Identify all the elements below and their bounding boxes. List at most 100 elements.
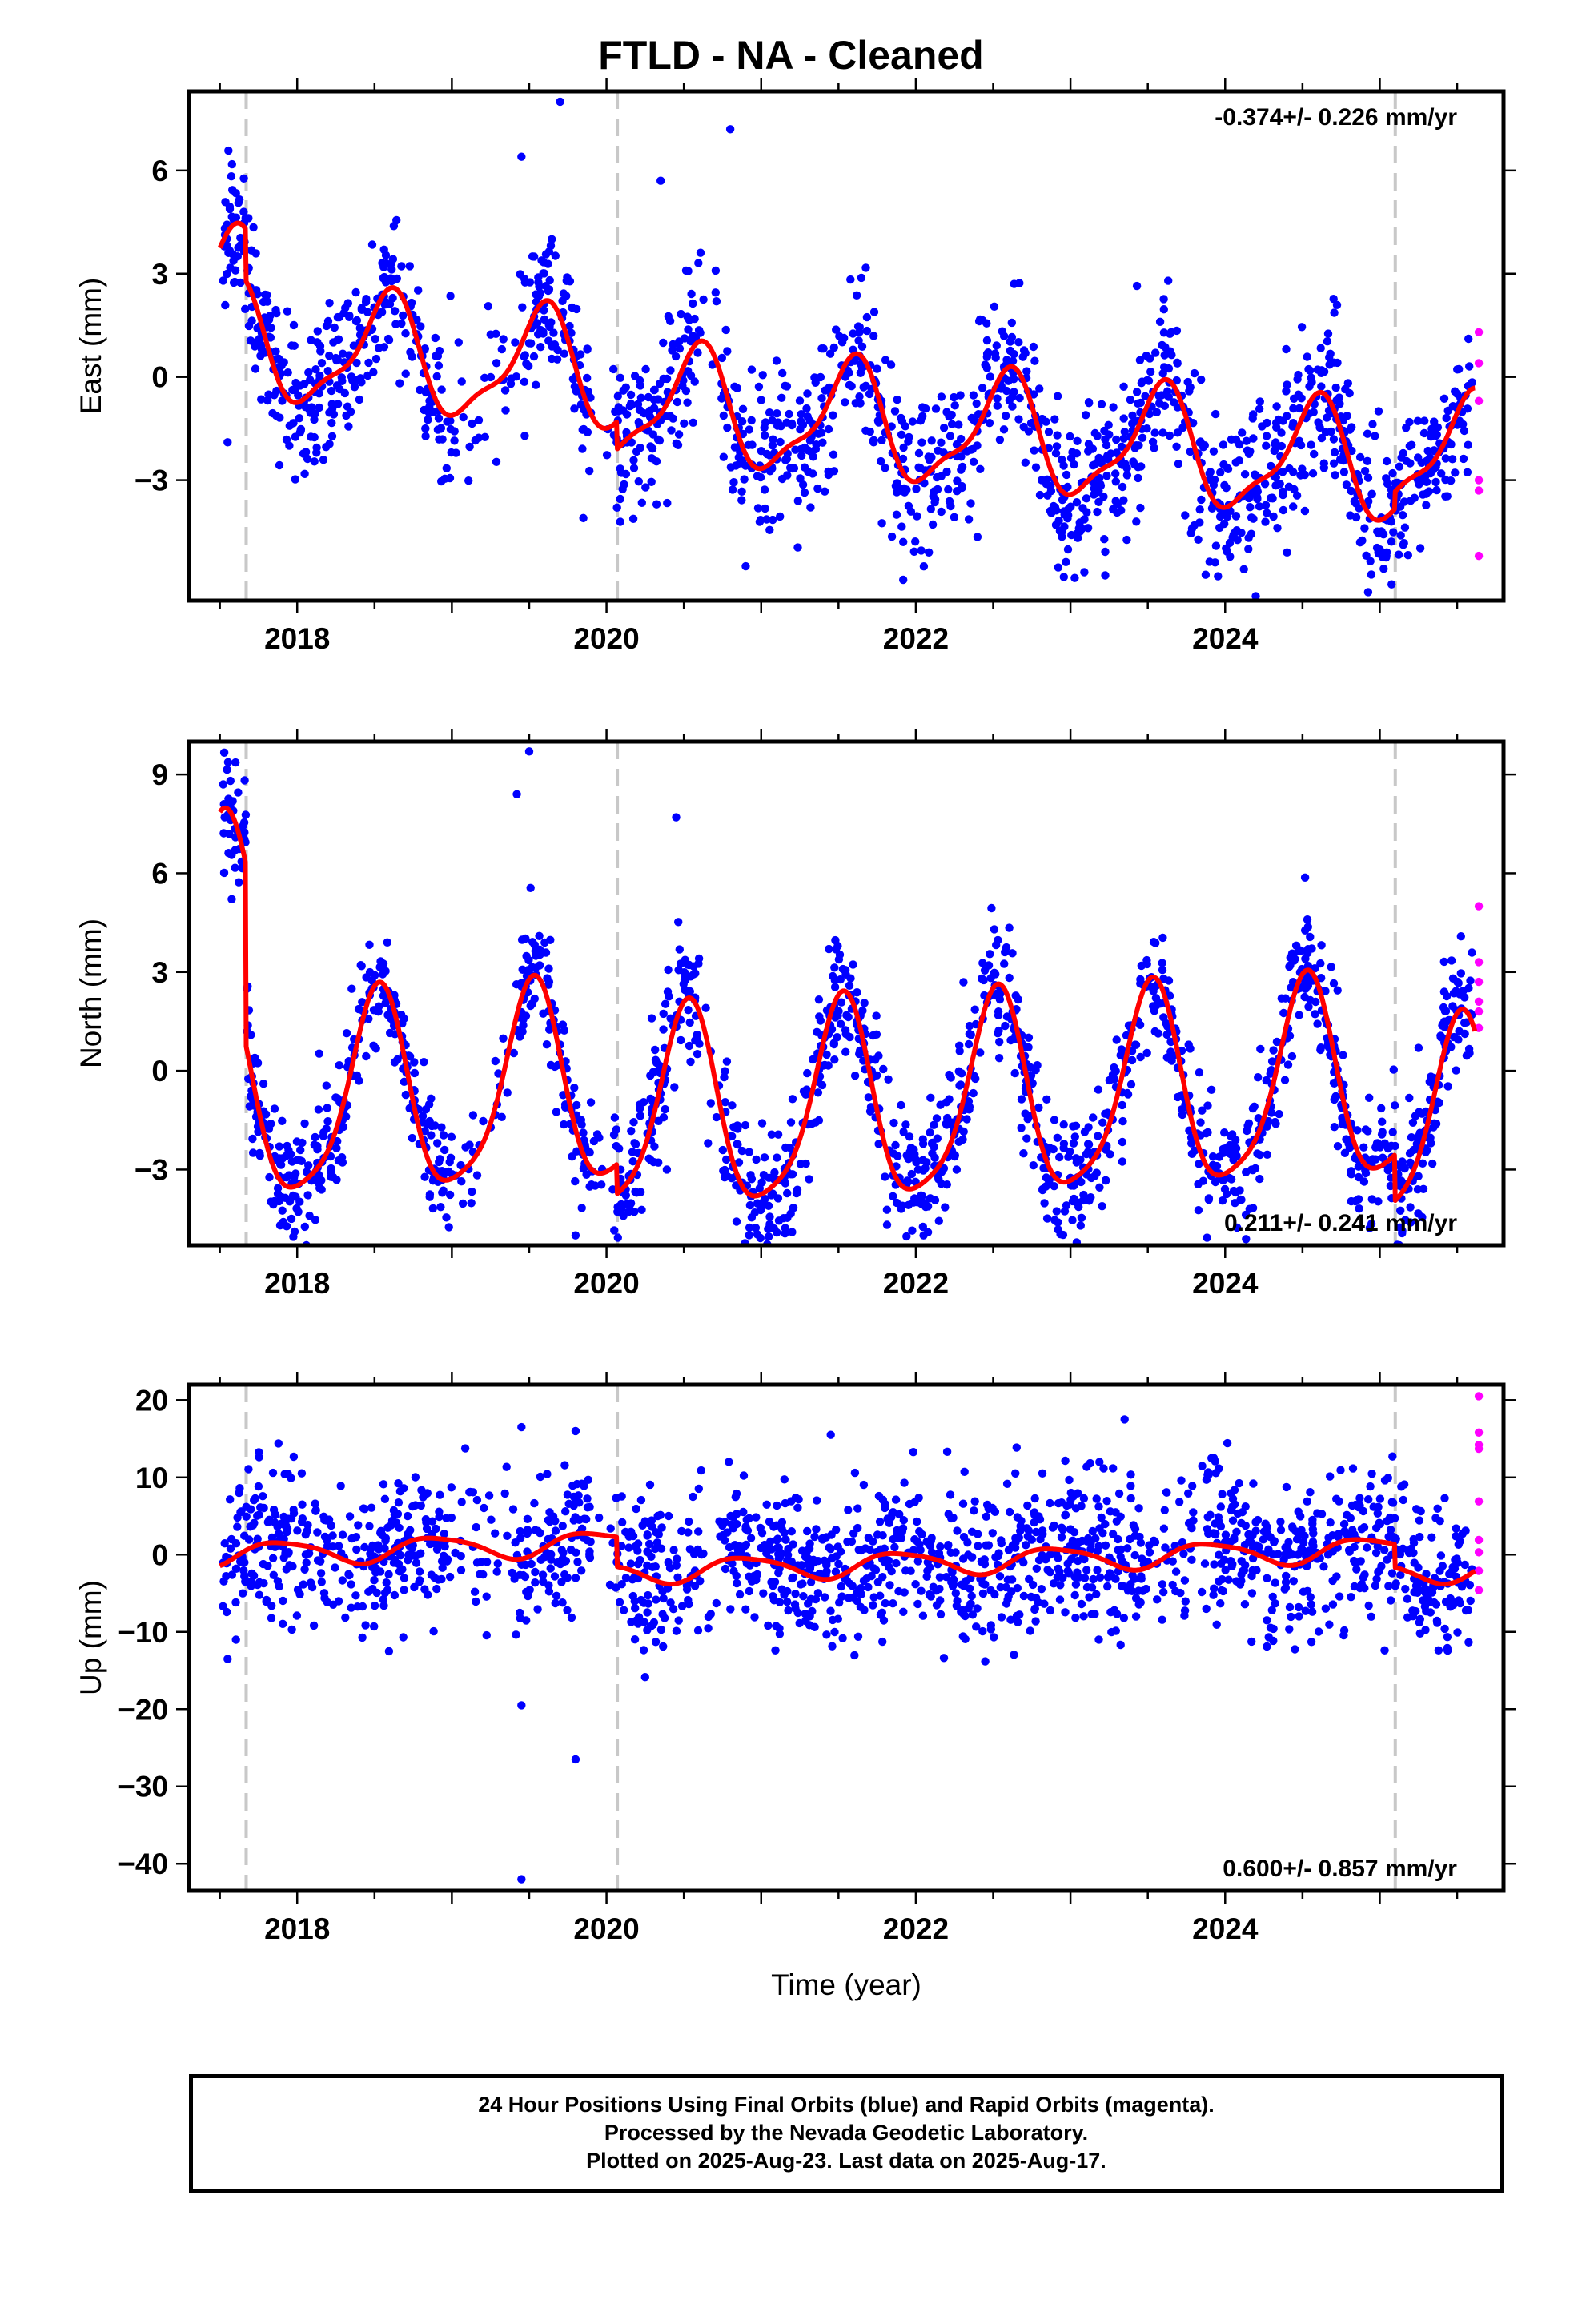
final-orbit-point — [437, 385, 446, 394]
final-orbit-point — [780, 1528, 789, 1538]
final-orbit-point — [1178, 423, 1187, 432]
final-orbit-point — [1439, 394, 1449, 403]
final-orbit-point — [292, 1137, 302, 1146]
final-orbit-point — [457, 1177, 466, 1186]
final-orbit-point — [1214, 572, 1223, 581]
final-orbit-point — [941, 1203, 950, 1212]
final-orbit-point — [1396, 1206, 1405, 1216]
final-orbit-point — [899, 1607, 908, 1617]
final-orbit-point — [1282, 344, 1291, 354]
final-orbit-point — [633, 1546, 642, 1555]
final-orbit-point — [671, 352, 681, 361]
final-orbit-point — [651, 1544, 660, 1554]
final-orbit-point — [1187, 1149, 1197, 1159]
final-orbit-point — [939, 424, 949, 432]
final-orbit-point — [410, 1582, 419, 1592]
final-orbit-point — [1453, 365, 1462, 374]
final-orbit-point — [1084, 1123, 1093, 1132]
final-orbit-point — [632, 1504, 640, 1514]
final-orbit-point — [951, 1589, 961, 1598]
final-orbit-point — [917, 1197, 927, 1207]
final-orbit-point — [1158, 1615, 1166, 1624]
final-orbit-point — [1046, 1498, 1054, 1508]
final-orbit-point — [1142, 376, 1152, 384]
final-orbit-point — [1262, 441, 1271, 450]
final-orbit-point — [1159, 974, 1168, 983]
final-orbit-point — [231, 863, 239, 872]
final-orbit-point — [1118, 1557, 1126, 1566]
final-orbit-point — [628, 1157, 637, 1166]
final-orbit-point — [721, 1067, 729, 1076]
final-orbit-point — [1305, 1546, 1315, 1555]
final-orbit-point — [1422, 489, 1431, 498]
final-orbit-point — [1454, 979, 1463, 987]
final-orbit-point — [296, 1145, 305, 1155]
final-orbit-point — [1405, 1093, 1414, 1103]
final-orbit-point — [391, 320, 400, 328]
final-orbit-point — [969, 1088, 978, 1098]
final-orbit-point — [223, 241, 231, 250]
final-orbit-point — [1158, 428, 1167, 437]
final-orbit-point — [995, 995, 1005, 1004]
final-orbit-point — [1022, 1134, 1031, 1143]
final-orbit-point — [986, 372, 995, 381]
final-orbit-point — [351, 1591, 360, 1600]
final-orbit-point — [597, 1180, 606, 1189]
final-orbit-point — [313, 1145, 322, 1154]
final-orbit-point — [1399, 539, 1408, 548]
final-orbit-point — [1452, 1524, 1460, 1533]
final-orbit-point — [1112, 1035, 1121, 1044]
final-orbit-point — [753, 504, 763, 513]
final-orbit-point — [1263, 1548, 1272, 1558]
final-orbit-point — [1110, 1074, 1118, 1084]
final-orbit-point — [383, 938, 391, 947]
final-orbit-point — [1030, 356, 1039, 365]
final-orbit-point — [523, 1514, 532, 1524]
final-orbit-point — [311, 1216, 320, 1224]
final-orbit-point — [772, 356, 781, 365]
final-orbit-point — [664, 965, 673, 975]
final-orbit-point — [511, 338, 520, 347]
final-orbit-point — [486, 372, 496, 382]
final-orbit-point — [1203, 1233, 1211, 1242]
final-orbit-point — [829, 411, 837, 420]
final-orbit-point — [1019, 422, 1028, 432]
final-orbit-point — [1053, 431, 1062, 440]
final-orbit-point — [820, 1556, 829, 1566]
final-orbit-point — [567, 1613, 576, 1622]
final-orbit-point — [325, 351, 334, 360]
x-tick-label: 2024 — [1192, 1267, 1259, 1300]
final-orbit-point — [791, 1590, 800, 1598]
final-orbit-point — [639, 1646, 648, 1655]
final-orbit-point — [972, 1622, 981, 1631]
final-orbit-point — [1194, 535, 1203, 544]
final-orbit-point — [219, 829, 228, 838]
final-orbit-point — [1399, 448, 1407, 458]
final-orbit-point — [815, 1012, 824, 1021]
final-orbit-point — [335, 1061, 343, 1070]
final-orbit-point — [227, 212, 236, 221]
final-orbit-point — [721, 325, 730, 335]
final-orbit-point — [276, 1160, 286, 1169]
final-orbit-point — [954, 1067, 964, 1076]
final-orbit-point — [666, 1598, 675, 1607]
final-orbit-point — [1261, 501, 1271, 509]
final-orbit-point — [877, 1608, 887, 1618]
final-orbit-point — [1343, 379, 1353, 388]
final-orbit-point — [1365, 1093, 1374, 1103]
final-orbit-point — [400, 1586, 408, 1594]
final-orbit-point — [801, 443, 809, 452]
final-orbit-point — [1171, 1567, 1181, 1576]
final-orbit-point — [541, 250, 551, 259]
final-orbit-point — [1113, 1610, 1122, 1618]
final-orbit-point — [1348, 1464, 1358, 1473]
final-orbit-point — [939, 1654, 949, 1663]
final-orbit-point — [754, 382, 764, 392]
final-orbit-point — [811, 1594, 821, 1604]
final-orbit-point — [721, 1564, 730, 1574]
final-orbit-point — [471, 436, 480, 445]
final-orbit-point — [303, 1520, 312, 1530]
final-orbit-point — [783, 1188, 792, 1198]
final-orbit-point — [905, 1499, 914, 1509]
final-orbit-point — [729, 1566, 738, 1576]
